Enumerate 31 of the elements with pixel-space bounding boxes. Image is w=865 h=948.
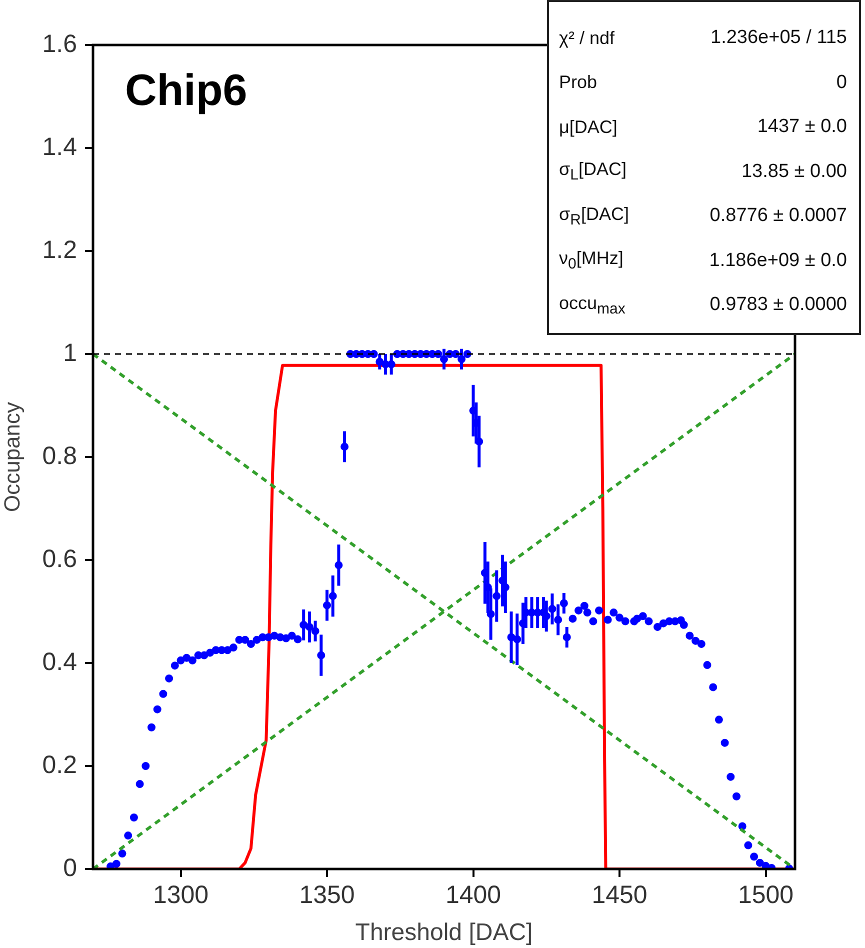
y-tick-label: 0.6 — [42, 544, 77, 573]
annotation: 0 — [568, 256, 576, 274]
annotation: Chip6 — [125, 66, 248, 116]
annotation: σ$_{L}$[DAC] — [559, 158, 628, 186]
x-tick-label: 1300 — [152, 880, 209, 909]
x-tick-label: 1500 — [738, 880, 794, 909]
y-tick-label: 0.2 — [42, 750, 77, 779]
x-tick-label: 1450 — [592, 880, 648, 909]
annotation: 0.9783 ± 0.0000 — [708, 293, 847, 318]
annotation: 0.8776 ± 0.0007 — [708, 204, 847, 228]
annotation: 1.236e+05 / 115 — [710, 26, 847, 50]
annotation: χ² / ndf — [559, 26, 616, 50]
y-tick-label: 0 — [63, 854, 77, 882]
x-axis-title: Threshold [DAC] — [355, 919, 533, 946]
x-tick-label: 1350 — [299, 880, 355, 909]
annotation: 1.186e+09 ± 0.0 — [708, 248, 847, 273]
annotation: 13.85 ± 0.00 — [740, 160, 847, 184]
y-tick-label: 1.2 — [42, 236, 77, 264]
annotation: σ$_{R}$[DAC] — [559, 202, 630, 231]
annotation: μ[DAC] — [559, 116, 618, 139]
annotation: Prob — [559, 71, 598, 94]
annotation: 1437 ± 0.0 — [756, 115, 847, 140]
text: 0 — [836, 72, 847, 93]
y-tick-label: 1 — [63, 338, 77, 367]
annotation: occu$_{max}$ — [559, 292, 626, 320]
y-tick-label: 1.6 — [42, 30, 77, 58]
x-tick-label: 1400 — [445, 880, 502, 909]
y-tick-label: 0.4 — [42, 648, 78, 676]
y-tick-label: 1.4 — [42, 132, 78, 161]
y-axis-title: Occupancy — [0, 402, 24, 512]
y-tick-label: 0.8 — [42, 442, 77, 470]
